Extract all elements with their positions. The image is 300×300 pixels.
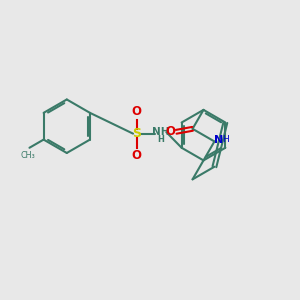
Text: S: S — [132, 127, 141, 140]
Text: N: N — [214, 135, 223, 145]
Text: CH₃: CH₃ — [21, 151, 35, 160]
Text: O: O — [166, 125, 176, 138]
Text: O: O — [132, 149, 142, 162]
Text: O: O — [132, 105, 142, 118]
Text: H: H — [157, 134, 164, 143]
Text: NH: NH — [152, 127, 169, 137]
Text: H: H — [222, 136, 229, 145]
